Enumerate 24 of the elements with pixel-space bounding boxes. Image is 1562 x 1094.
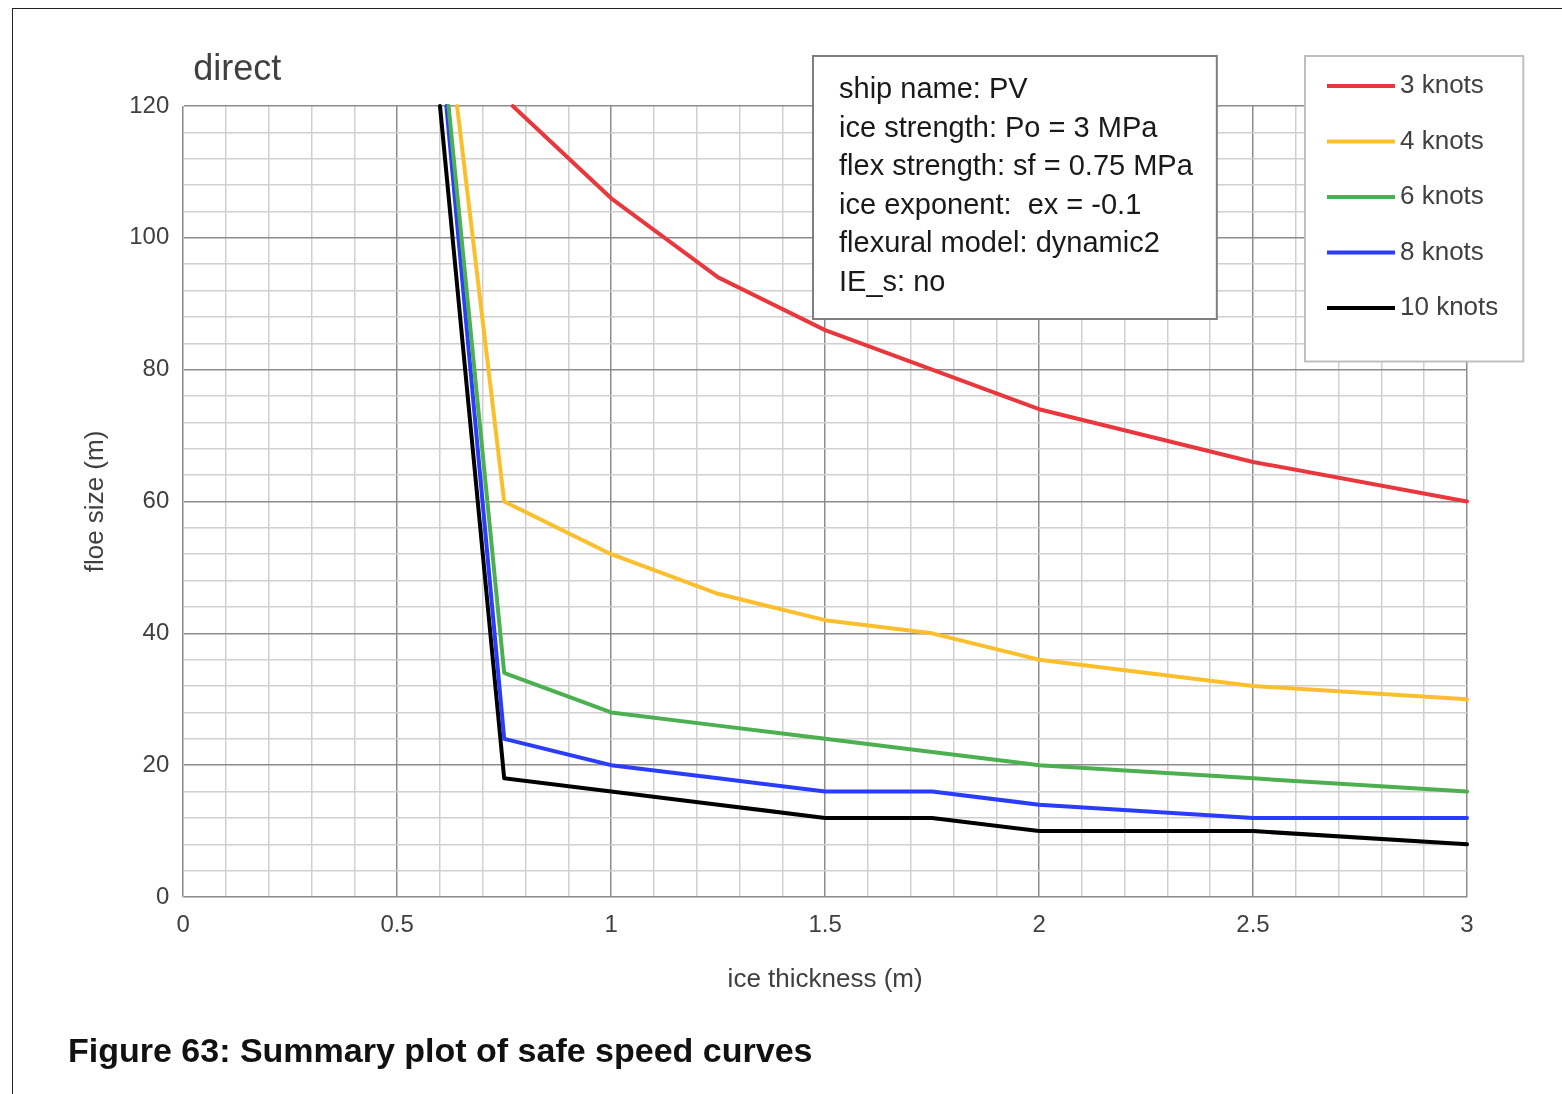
legend-label: 10 knots (1400, 291, 1499, 322)
legend-label: 6 knots (1400, 180, 1484, 211)
chart-title: direct (193, 47, 282, 88)
y-tick-label: 40 (142, 617, 170, 645)
legend-label: 4 knots (1400, 124, 1484, 155)
y-axis-title: floe size (m) (78, 430, 109, 573)
x-tick-label: 2.5 (1236, 910, 1270, 938)
x-tick-label: 0.5 (380, 910, 414, 938)
legend-label: 8 knots (1400, 235, 1484, 266)
caption: Figure 63: Summary plot of safe speed curves (68, 1031, 813, 1069)
annotation: ship name: PV ice strength: Po = 3 MPa flex strength: sf = 0.75 MPa ice exponent: ex = -0.1 flexural model: dynamic2 IE_s: no (839, 72, 1194, 297)
x-tick-label: 2 (1032, 910, 1046, 938)
x-axis-title: ice thickness (m) (727, 962, 923, 993)
y-tick-label: 120 (129, 90, 170, 118)
x-tick-label: 3 (1460, 910, 1474, 938)
legend-label: 3 knots (1400, 69, 1484, 100)
y-tick-label: 80 (142, 354, 170, 382)
y-tick-label: 60 (142, 486, 170, 514)
x-tick-label: 0 (176, 910, 190, 938)
y-tick-label: 100 (129, 222, 170, 250)
y-tick-label: 20 (142, 749, 170, 777)
x-tick-label: 1 (604, 910, 618, 938)
x-tick-label: 1.5 (808, 910, 842, 938)
y-tick-label: 0 (155, 881, 170, 909)
